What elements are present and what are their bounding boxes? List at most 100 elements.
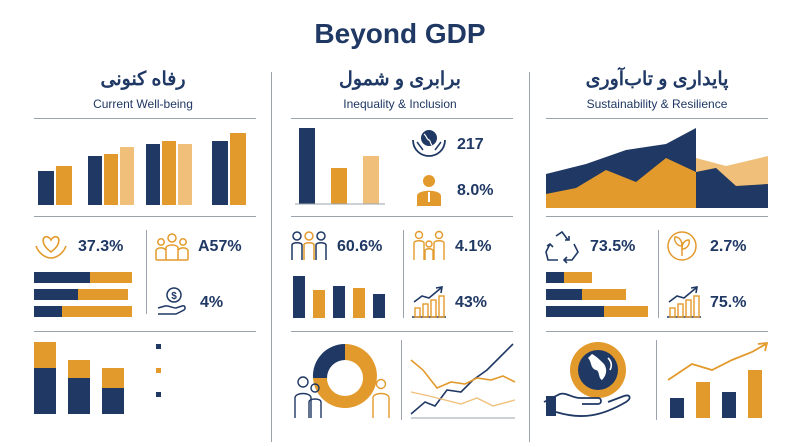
divider	[291, 118, 513, 119]
column-title-fa: رفاه کنونی	[100, 69, 186, 90]
sustainability-bar-line-chart	[667, 341, 769, 418]
column-title-fa: پایداری و تاب‌آوری	[585, 69, 729, 90]
donut-segment	[312, 343, 345, 378]
bar	[78, 289, 128, 300]
person-icon	[372, 378, 390, 418]
column-divider-1	[271, 72, 272, 442]
stat-value: 4.1%	[455, 238, 492, 255]
bar-group-4	[212, 133, 246, 205]
bar	[56, 166, 72, 205]
inequality-donut-chart	[294, 343, 390, 418]
bar	[333, 286, 345, 318]
divider	[34, 216, 256, 217]
bar	[212, 141, 228, 205]
wellbeing-stacked-vbars	[34, 342, 124, 414]
divider	[291, 331, 513, 332]
bar	[38, 171, 54, 205]
bar	[90, 272, 132, 283]
bar	[604, 306, 648, 317]
coin-hand-icon: $	[157, 287, 186, 315]
column-title-en: Inequality & Inclusion	[343, 97, 457, 111]
bar-group-2	[88, 147, 134, 205]
bar	[34, 306, 62, 317]
legend-markers	[156, 344, 161, 397]
bar	[353, 288, 365, 318]
divider	[34, 331, 256, 332]
series-line	[410, 359, 516, 389]
inequality-line-chart	[410, 343, 516, 419]
vertical-divider	[403, 230, 404, 318]
globe-hands-icon	[412, 130, 446, 157]
wellbeing-bar-chart	[38, 133, 246, 205]
stat-value: 37.3%	[78, 238, 124, 255]
heart-hands-icon	[35, 235, 67, 259]
stat-value: 217	[457, 136, 484, 153]
stat-value: 4%	[200, 294, 224, 311]
growth-chart-icon	[412, 286, 446, 318]
bar	[564, 272, 592, 283]
stat-value: 8.0%	[457, 182, 494, 199]
stat-value: 43%	[455, 294, 488, 311]
bar	[230, 133, 246, 205]
sustainability-area-chart	[546, 128, 768, 208]
divider	[546, 118, 768, 119]
column-inequality-inclusion: برابری و شمول Inequality & Inclusion 217…	[285, 0, 516, 447]
bar	[62, 306, 132, 317]
bar	[178, 144, 192, 205]
bar	[120, 147, 134, 205]
vertical-divider	[146, 230, 147, 314]
bar	[34, 272, 90, 283]
bar	[363, 156, 379, 204]
bar	[102, 388, 124, 414]
bar	[34, 289, 78, 300]
column-divider-2	[529, 72, 530, 442]
column-title-en: Sustainability & Resilience	[586, 97, 728, 111]
bar	[88, 156, 102, 205]
recycle-icon	[545, 230, 579, 264]
bar	[293, 276, 305, 318]
column-current-wellbeing: رفاه کنونی Current Well-being 37.3%	[28, 0, 258, 447]
stat-value: 73.5%	[590, 238, 636, 255]
bar	[722, 392, 736, 418]
wellbeing-stacked-hbars	[34, 272, 132, 317]
divider	[546, 216, 768, 217]
stat-value: 60.6%	[337, 238, 383, 255]
bar	[546, 306, 604, 317]
area-series	[696, 168, 768, 208]
family-icon	[413, 230, 445, 260]
divider	[34, 118, 256, 119]
bar	[34, 368, 56, 414]
bar	[146, 144, 160, 205]
stat-value: 75.%	[710, 294, 747, 311]
svg-text:$: $	[171, 291, 177, 302]
bar-group-3	[146, 141, 192, 205]
bar	[102, 368, 124, 388]
trend-arrowhead	[757, 341, 769, 352]
bar	[68, 360, 90, 378]
person-icon	[417, 175, 441, 206]
bar	[546, 289, 582, 300]
divider	[291, 216, 513, 217]
donut-segment	[313, 344, 377, 408]
trend-line	[667, 343, 767, 381]
people-group-icon	[155, 233, 189, 261]
bar	[748, 370, 762, 418]
vertical-divider	[658, 230, 659, 318]
people-icon	[294, 376, 322, 418]
bar	[670, 398, 684, 418]
people-group-icon	[291, 231, 327, 260]
series-line	[410, 343, 514, 415]
bar	[331, 168, 347, 204]
leaf-icon	[667, 231, 697, 261]
bar	[162, 141, 176, 205]
page-title: Beyond GDP	[314, 18, 486, 49]
legend-marker	[156, 344, 161, 349]
sustainability-stacked-hbars	[546, 272, 648, 317]
bar	[546, 272, 564, 283]
stat-value: A57%	[198, 238, 242, 255]
bar	[373, 294, 385, 318]
bar-group-1	[38, 166, 72, 205]
column-title-en: Current Well-being	[93, 97, 193, 111]
bar	[68, 378, 90, 414]
bar	[104, 154, 118, 205]
